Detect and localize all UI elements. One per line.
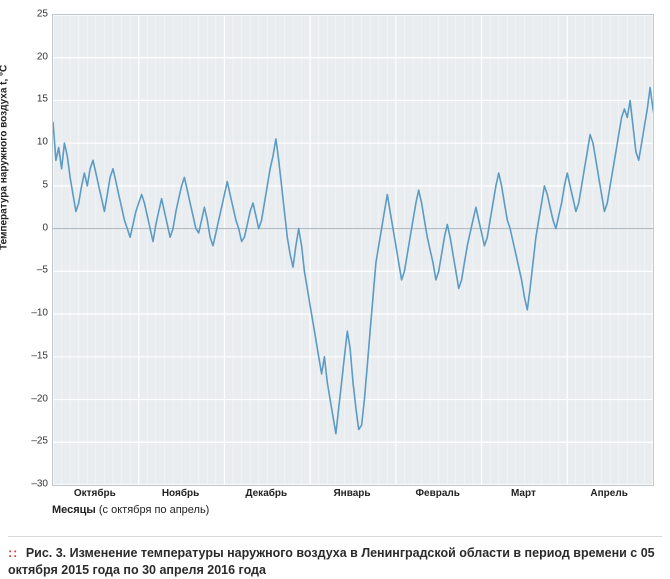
x-tick: Апрель bbox=[590, 488, 627, 499]
x-tick: Март bbox=[511, 488, 536, 499]
y-tick: –10 bbox=[20, 308, 48, 319]
y-tick: 10 bbox=[20, 137, 48, 148]
x-tick: Ноябрь bbox=[162, 488, 199, 499]
figure-caption: :: Рис. 3. Изменение температуры наружно… bbox=[8, 536, 662, 579]
caption-text: Рис. 3. Изменение температуры наружного … bbox=[8, 546, 655, 577]
x-tick: Октябрь bbox=[74, 488, 116, 499]
y-tick: 0 bbox=[20, 222, 48, 233]
temperature-chart bbox=[52, 14, 654, 486]
x-axis-label: Месяцы (с октября по апрель) bbox=[52, 504, 209, 516]
y-tick: 15 bbox=[20, 94, 48, 105]
y-tick: 25 bbox=[20, 9, 48, 20]
caption-marker: :: bbox=[8, 546, 18, 560]
y-tick: –30 bbox=[20, 479, 48, 490]
y-tick: –15 bbox=[20, 350, 48, 361]
y-axis-label: Температура наружного воздуха t, °C bbox=[0, 65, 10, 250]
y-tick: –5 bbox=[20, 265, 48, 276]
y-tick: 20 bbox=[20, 51, 48, 62]
x-tick: Декабрь bbox=[245, 488, 287, 499]
y-tick: –25 bbox=[20, 436, 48, 447]
chart-svg bbox=[53, 15, 653, 485]
y-tick: –20 bbox=[20, 393, 48, 404]
y-tick: 5 bbox=[20, 179, 48, 190]
x-tick: Январь bbox=[333, 488, 370, 499]
x-tick: Февраль bbox=[415, 488, 459, 499]
